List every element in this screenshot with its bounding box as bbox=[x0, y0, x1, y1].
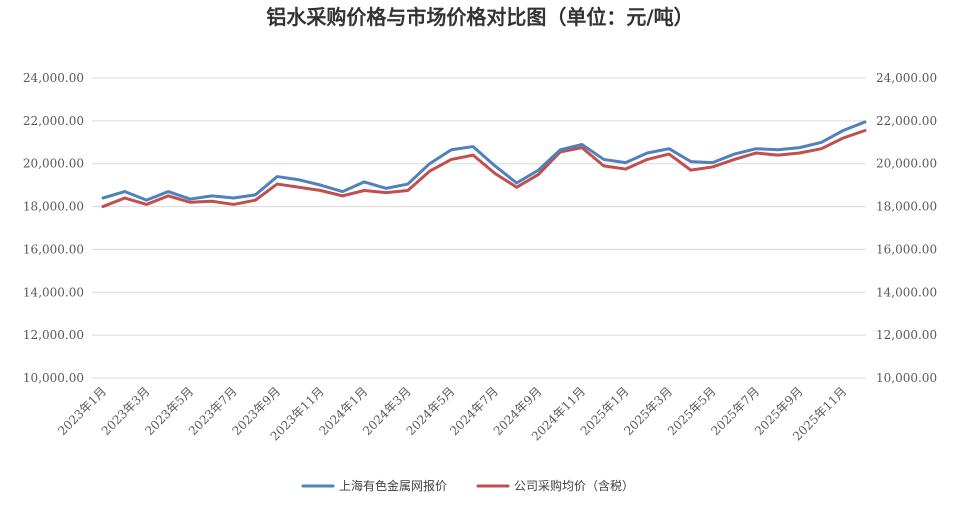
y-tick-label-right: 22,000.00 bbox=[876, 114, 937, 128]
y-axis-right: 10,000.00 12,000.00 14,000.00 16,000.00 18,0… bbox=[876, 71, 937, 385]
y-tick-label-left: 12,000.00 bbox=[23, 328, 84, 342]
y-tick-label-left: 16,000.00 bbox=[23, 242, 84, 256]
y-tick-label-right: 16,000.00 bbox=[876, 242, 937, 256]
grid-lines bbox=[92, 77, 866, 379]
y-tick-label-left: 24,000.00 bbox=[23, 71, 84, 85]
series-line bbox=[101, 129, 867, 209]
chart-title: 铝水采购价格与市场价格对比图（单位：元/吨） bbox=[266, 5, 693, 29]
y-tick-label-left: 22,000.00 bbox=[23, 114, 84, 128]
y-tick-label-left: 14,000.00 bbox=[23, 285, 84, 299]
y-axis-left: 10,000.00 12,000.00 14,000.00 16,000.00 18,0… bbox=[23, 71, 84, 385]
x-axis: 2023年1月2023年3月2023年5月2023年7月2023年9月2023年… bbox=[55, 384, 849, 443]
y-tick-label-left: 18,000.00 bbox=[23, 200, 84, 214]
y-tick-label-right: 10,000.00 bbox=[876, 371, 937, 385]
legend-label: 上海有色金属网报价 bbox=[339, 478, 447, 493]
y-tick-label-right: 18,000.00 bbox=[876, 200, 937, 214]
y-tick-label-right: 12,000.00 bbox=[876, 328, 937, 342]
series-lines bbox=[101, 120, 867, 209]
y-tick-label-left: 20,000.00 bbox=[23, 157, 84, 171]
y-tick-label-right: 14,000.00 bbox=[876, 285, 937, 299]
y-tick-label-right: 24,000.00 bbox=[876, 71, 937, 85]
y-tick-label-left: 10,000.00 bbox=[23, 371, 84, 385]
legend-label: 公司采购均价（含税） bbox=[514, 478, 634, 493]
legend: 上海有色金属网报价 公司采购均价（含税） bbox=[301, 478, 634, 493]
series-line bbox=[101, 120, 867, 202]
y-tick-label-right: 20,000.00 bbox=[876, 157, 937, 171]
